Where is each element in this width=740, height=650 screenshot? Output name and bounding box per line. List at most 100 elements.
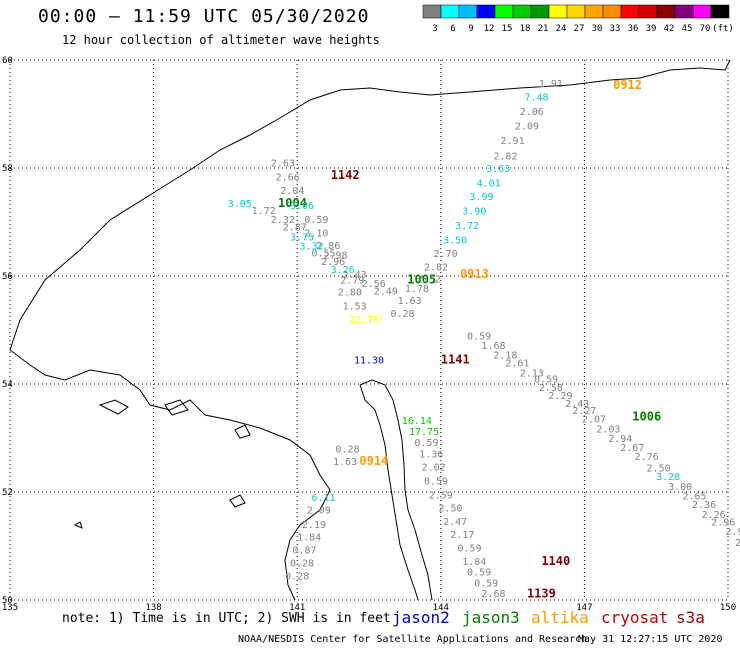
colorbar-legend: 3 6 9 12 15 18 21 24 27 30 33 36 39 42 45 70 (ft)	[422, 4, 734, 34]
swh-value-labels: 1.91 7.48 2.06 2.09 2.91 2.82 3.63 4.01 3.99 3.90…	[228, 79, 740, 600]
swh-value: 2.76	[635, 452, 659, 463]
swh-value: 0.87	[292, 546, 316, 557]
colorbar-label: 27	[574, 24, 585, 34]
swh-value: 2.13	[520, 368, 544, 379]
swh-value: 2.68	[481, 589, 505, 600]
credit-text: NOAA/NESDIS Center for Satellite Applica…	[238, 634, 588, 645]
colorbar-label: 12	[484, 24, 495, 34]
swh-value: 2.27	[572, 406, 596, 417]
legend-s3a: s3a	[676, 608, 705, 627]
swh-value: 2.96	[711, 517, 735, 528]
swh-value: 2.36	[692, 500, 716, 511]
swh-value: 2.86	[316, 241, 340, 252]
legend-jason3: jason3	[462, 608, 520, 627]
pass-time-label: 0912	[613, 78, 642, 92]
swh-value: 2.49	[374, 286, 398, 297]
pass-time-label: 0913	[460, 267, 489, 281]
colorbar-label: 3	[432, 24, 437, 34]
swh-value: 0.59	[534, 374, 558, 385]
legend-cryosat: cryosat	[601, 608, 669, 627]
swh-value: 2.50	[438, 503, 462, 514]
swh-value: 2.17	[450, 530, 474, 541]
chart-title: 00:00 – 11:59 UTC 05/30/2020	[38, 6, 370, 27]
swh-value: 3.06	[290, 201, 314, 212]
swh-value: 3.99	[469, 192, 493, 203]
pass-time-label: 1004	[278, 196, 307, 210]
swh-value: 2.02	[422, 462, 446, 473]
swh-value: 2.80	[338, 287, 362, 298]
lat-tick-label: 54	[2, 380, 13, 390]
swh-value: 1.78	[405, 284, 429, 295]
swh-value: 2.59	[429, 490, 453, 501]
swh-value: 2.49	[735, 538, 740, 549]
swh-value: 0.28	[390, 309, 414, 320]
swh-value: 2.94	[608, 434, 632, 445]
lat-tick-label: 56	[2, 272, 13, 282]
legend-jason2: jason2	[392, 608, 450, 627]
swh-value: 0.59	[414, 438, 438, 449]
colorbar-swatch	[494, 4, 514, 19]
swh-value: 2.98	[323, 251, 347, 262]
colorbar-swatch	[530, 4, 550, 19]
swh-value: 2.61	[505, 359, 529, 370]
colorbar-label: 45	[682, 24, 693, 34]
chart-subtitle: 12 hour collection of altimeter wave hei…	[62, 33, 380, 47]
swh-value: 2.56	[362, 279, 386, 290]
swh-value: 1.36	[419, 449, 443, 460]
swh-value: 2.87	[283, 223, 307, 234]
swh-value: 2.09	[307, 506, 331, 517]
legend-altika: altika	[531, 608, 589, 627]
colorbar-swatch	[710, 4, 730, 19]
swh-value: 4.01	[477, 178, 501, 189]
pass-time-label: 0914	[359, 454, 388, 468]
swh-value: 2.66	[276, 172, 300, 183]
lat-tick-label: 58	[2, 164, 13, 174]
swh-value: 0.59	[467, 332, 491, 343]
swh-value: 2.07	[582, 414, 606, 425]
pass-time-label: 1142	[331, 168, 360, 182]
swh-value: 3.32	[300, 242, 324, 253]
swh-value: 1.53	[343, 301, 367, 312]
swh-value: 17.75	[409, 427, 439, 438]
lat-tick-label: 50	[2, 596, 13, 606]
swh-value: 2.18	[493, 351, 517, 362]
lat-tick-label: 52	[2, 488, 13, 498]
swh-value: 3.26	[331, 265, 355, 276]
colorbar-swatch	[638, 4, 658, 19]
swh-value: 0.28	[290, 559, 314, 570]
colorbar-swatch	[692, 4, 712, 19]
colorbar-label: 6	[450, 24, 455, 34]
swh-value: 7.48	[524, 93, 548, 104]
colorbar-label: 70	[700, 24, 711, 34]
swh-value: 2.91	[501, 136, 525, 147]
swh-value: 2.82	[493, 151, 517, 162]
swh-value: 2.29	[548, 391, 572, 402]
colorbar-label: (ft)	[712, 24, 734, 34]
swh-value: 22.76	[349, 315, 379, 326]
swh-value: 0.28	[335, 445, 359, 456]
pass-time-label: 1005	[407, 273, 436, 287]
swh-value: 1.84	[462, 557, 486, 568]
swh-value: 2.63	[271, 158, 295, 169]
swh-value: 3.28	[656, 472, 680, 483]
lon-tick-label: 138	[145, 603, 161, 613]
swh-value: 3.72	[455, 221, 479, 232]
swh-value: 2.82	[424, 263, 448, 274]
swh-value: 2.26	[702, 510, 726, 521]
colorbar-label: 36	[628, 24, 639, 34]
lon-tick-label: 144	[433, 603, 449, 613]
swh-value: 2.43	[565, 399, 589, 410]
swh-value: 3.00	[668, 482, 692, 493]
swh-value: 1.72	[252, 206, 276, 217]
colorbar-swatch	[422, 4, 442, 19]
swh-value: 0.59	[474, 579, 498, 590]
swh-value: 2.19	[302, 520, 326, 531]
swh-value: 2.43	[343, 270, 367, 281]
colorbar-swatch	[674, 4, 694, 19]
colorbar-label: 24	[556, 24, 567, 34]
generated-timestamp: May 31 12:27:15 UTC 2020	[578, 634, 723, 645]
swh-value: 0.59	[424, 476, 448, 487]
swh-value: 2.10	[304, 229, 328, 240]
swh-value: 1.63	[398, 296, 422, 307]
